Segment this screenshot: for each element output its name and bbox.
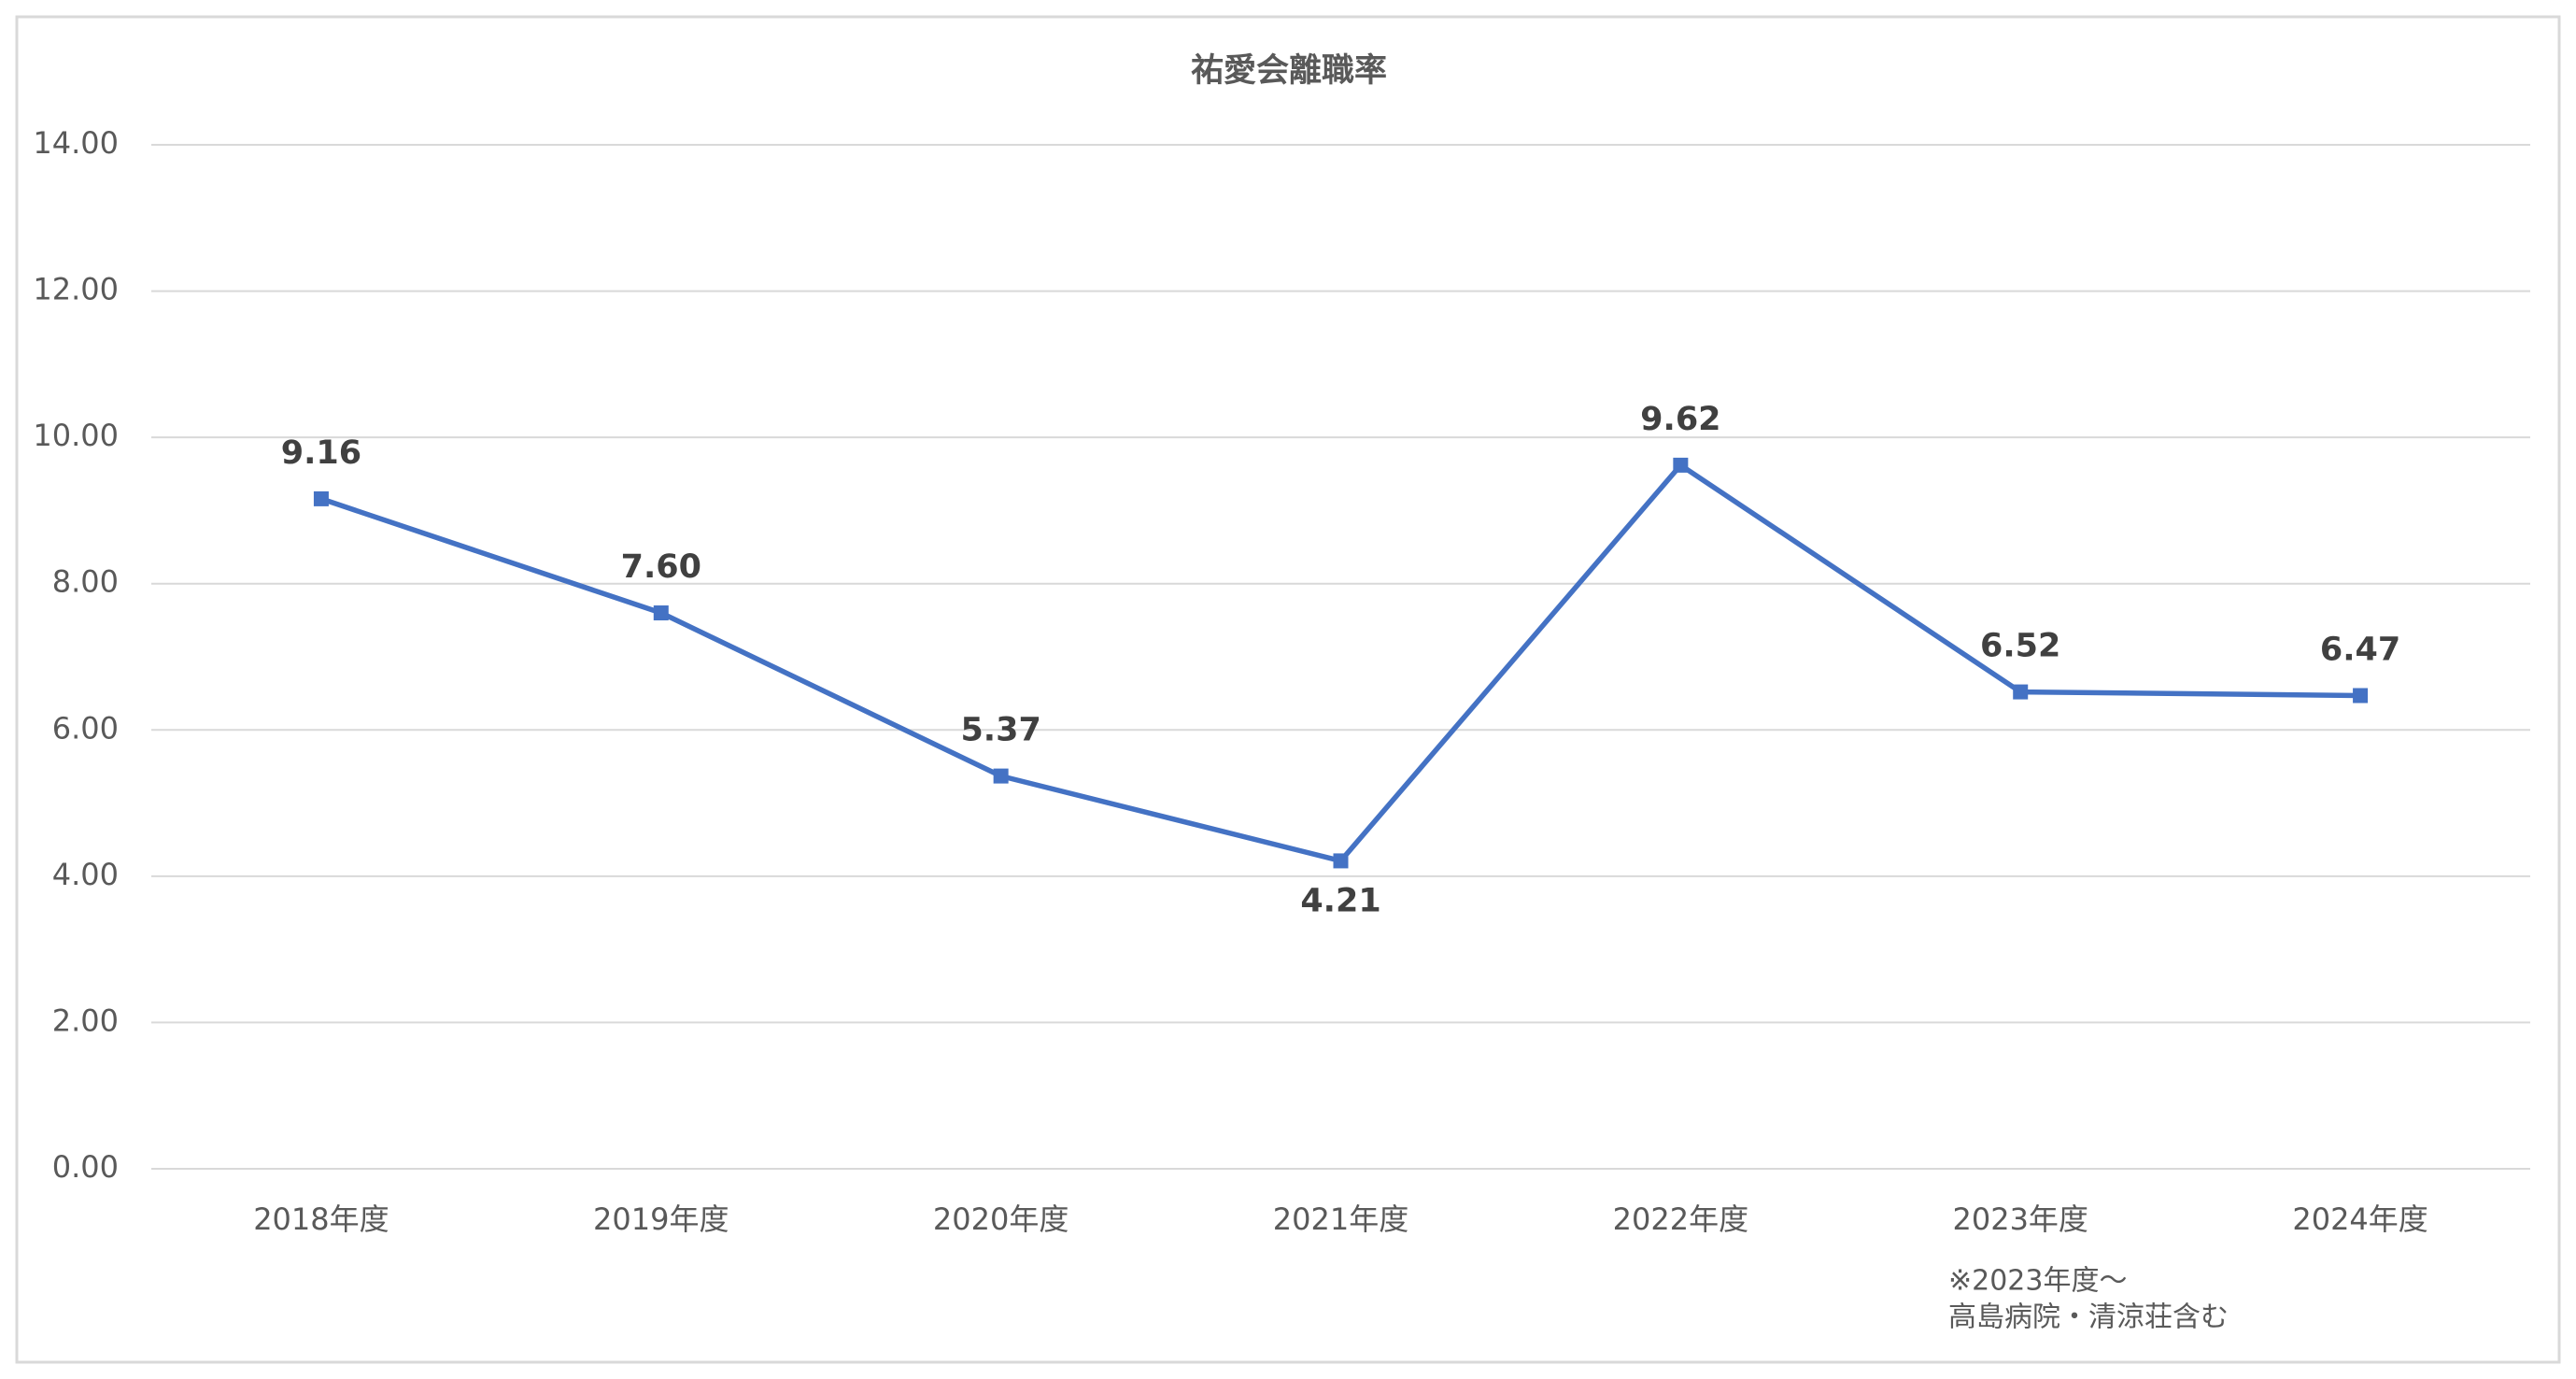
data-label: 6.52 xyxy=(1980,628,2060,665)
marker xyxy=(1673,457,1689,473)
x-tick-label: 2023年度 xyxy=(1952,1201,2088,1237)
marker xyxy=(313,490,329,506)
chart-title: 祐愛会離職率 xyxy=(1191,52,1387,90)
y-tick-label: 0.00 xyxy=(52,1149,119,1185)
data-label: 9.16 xyxy=(281,434,361,472)
marker xyxy=(1333,853,1349,869)
y-tick-label: 6.00 xyxy=(52,710,119,746)
y-tick-label: 8.00 xyxy=(52,564,119,600)
data-label: 4.21 xyxy=(1300,882,1380,919)
y-tick-label: 2.00 xyxy=(52,1002,119,1038)
marker xyxy=(993,768,1009,784)
y-tick-label: 14.00 xyxy=(33,125,119,161)
x-tick-label: 2019年度 xyxy=(593,1201,729,1237)
data-label: 5.37 xyxy=(960,712,1040,749)
x-tick-label: 2022年度 xyxy=(1613,1201,1748,1237)
annotation: ※2023年度～ xyxy=(1948,1265,2127,1298)
data-label: 7.60 xyxy=(621,548,701,586)
marker xyxy=(2013,684,2029,700)
annotation: 高島病院・清涼荘含む xyxy=(1948,1301,2229,1334)
chart-border xyxy=(15,15,2561,1364)
y-tick-label: 12.00 xyxy=(33,272,119,307)
marker xyxy=(653,605,669,621)
marker xyxy=(2353,688,2369,704)
x-tick-label: 2024年度 xyxy=(2292,1201,2427,1237)
data-label: 9.62 xyxy=(1640,401,1720,438)
y-tick-label: 4.00 xyxy=(52,857,119,892)
x-tick-label: 2018年度 xyxy=(253,1201,389,1237)
data-label: 6.47 xyxy=(2320,631,2400,668)
y-tick-label: 10.00 xyxy=(33,418,119,453)
x-tick-label: 2021年度 xyxy=(1273,1201,1408,1237)
x-tick-label: 2020年度 xyxy=(933,1201,1069,1237)
